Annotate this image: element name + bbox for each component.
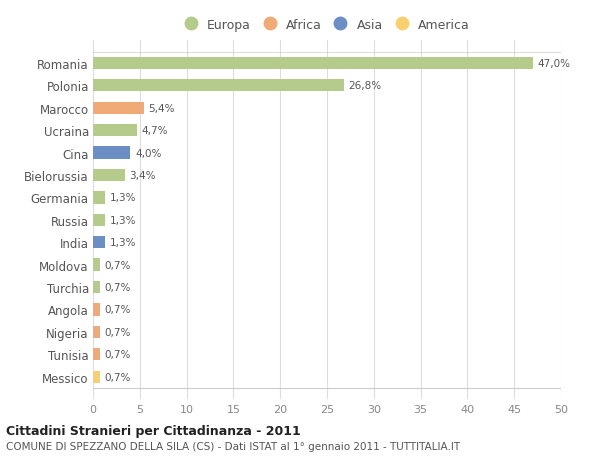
Bar: [93, 348, 100, 361]
Text: 3,4%: 3,4%: [130, 171, 156, 180]
Text: 1,3%: 1,3%: [110, 193, 136, 203]
Text: 0,7%: 0,7%: [104, 305, 131, 315]
Text: 4,0%: 4,0%: [135, 148, 161, 158]
Bar: [93, 169, 125, 182]
Text: Cittadini Stranieri per Cittadinanza - 2011: Cittadini Stranieri per Cittadinanza - 2…: [6, 425, 301, 437]
Bar: [93, 326, 100, 338]
Text: 5,4%: 5,4%: [148, 103, 175, 113]
Text: 1,3%: 1,3%: [110, 238, 136, 248]
Text: 4,7%: 4,7%: [142, 126, 168, 136]
Bar: [93, 102, 143, 115]
Bar: [93, 80, 344, 92]
Bar: [93, 214, 105, 226]
Bar: [93, 236, 105, 249]
Text: 47,0%: 47,0%: [538, 59, 571, 69]
Bar: [93, 304, 100, 316]
Bar: [93, 147, 130, 159]
Bar: [93, 281, 100, 294]
Text: 26,8%: 26,8%: [349, 81, 382, 91]
Text: 0,7%: 0,7%: [104, 282, 131, 292]
Bar: [93, 371, 100, 383]
Bar: [93, 192, 105, 204]
Bar: [93, 259, 100, 271]
Text: 0,7%: 0,7%: [104, 327, 131, 337]
Text: 1,3%: 1,3%: [110, 215, 136, 225]
Text: COMUNE DI SPEZZANO DELLA SILA (CS) - Dati ISTAT al 1° gennaio 2011 - TUTTITALIA.: COMUNE DI SPEZZANO DELLA SILA (CS) - Dat…: [6, 441, 460, 451]
Text: 0,7%: 0,7%: [104, 350, 131, 359]
Bar: [93, 57, 533, 70]
Text: 0,7%: 0,7%: [104, 260, 131, 270]
Bar: [93, 125, 137, 137]
Legend: Europa, Africa, Asia, America: Europa, Africa, Asia, America: [184, 18, 470, 32]
Text: 0,7%: 0,7%: [104, 372, 131, 382]
